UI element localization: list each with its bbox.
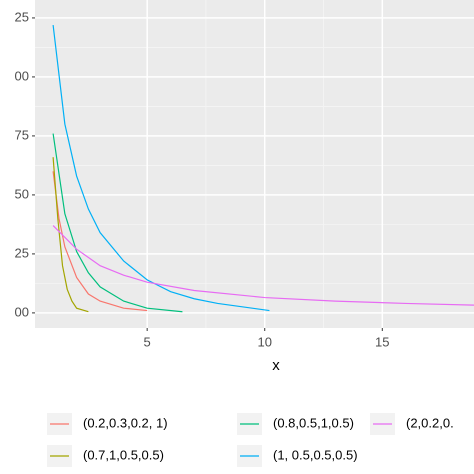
y-tick-label: 50	[15, 186, 29, 201]
line-series	[52, 157, 89, 313]
y-tick-label: 75	[15, 127, 29, 142]
legend-label: (0.7,1,0.5,0.5)	[83, 447, 164, 462]
legend-label: (0.8,0.5,1,0.5)	[273, 415, 354, 430]
plot-panel	[35, 0, 474, 328]
x-tick-label: 5	[144, 334, 151, 349]
y-tick-label: 25	[15, 9, 29, 24]
x-tick-label: 10	[257, 334, 271, 349]
line-series	[52, 24, 270, 312]
x-axis-title: x	[272, 357, 280, 374]
line-series	[52, 171, 148, 312]
line-series	[52, 133, 183, 313]
legend-label: (1, 0.5,0.5,0.5)	[273, 447, 358, 462]
y-tick-label: 25	[15, 245, 29, 260]
legend-label: (2,0.2,0.	[406, 415, 454, 430]
y-tick-label: 00	[15, 304, 29, 319]
line-series	[52, 225, 474, 306]
legend-label: (0.2,0.3,0.2, 1)	[83, 415, 168, 430]
x-tick-label: 15	[375, 334, 389, 349]
y-tick-label: 00	[15, 68, 29, 83]
